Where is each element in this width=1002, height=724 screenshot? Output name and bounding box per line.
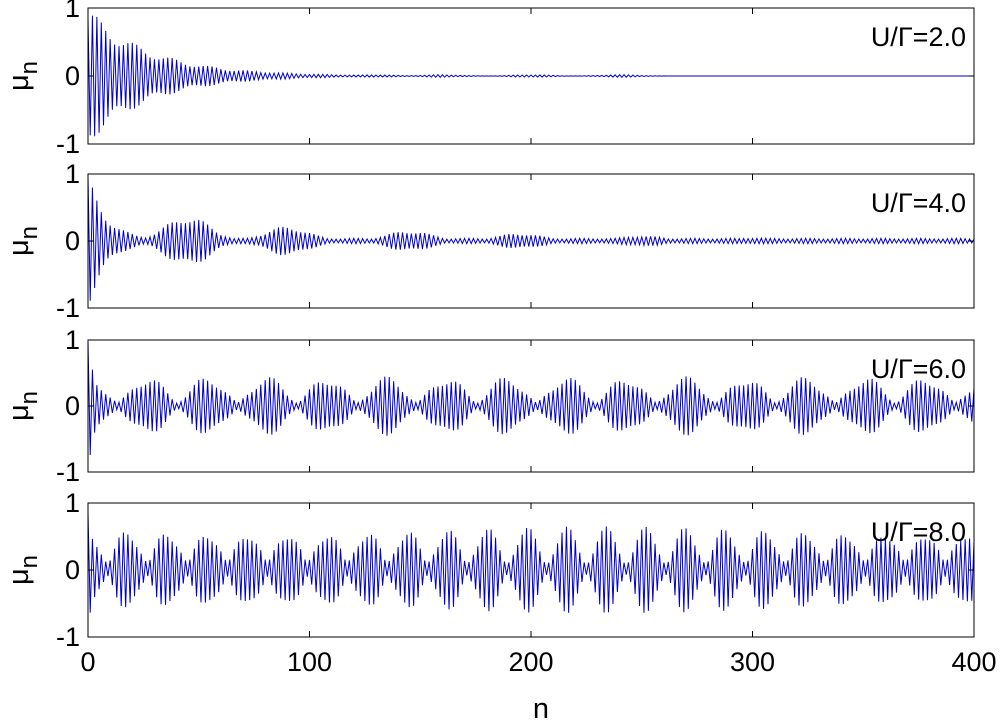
panel-annotation: U/Γ=2.0 — [871, 22, 966, 52]
y-axis-label: μn — [3, 61, 43, 91]
panel-annotation: U/Γ=6.0 — [871, 354, 966, 384]
axes-frame — [87, 339, 975, 473]
series-line — [88, 511, 974, 613]
y-tick-label: 0 — [65, 391, 80, 421]
x-tick-label: 100 — [287, 647, 332, 677]
y-axis-label-subscript: n — [16, 555, 43, 568]
y-tick-label: 1 — [65, 0, 80, 23]
y-axis-label-symbol: μ — [3, 404, 35, 421]
x-tick-label: 0 — [80, 647, 95, 677]
y-tick-label: 0 — [65, 61, 80, 91]
series-line — [88, 175, 974, 301]
panel-annotation: U/Γ=4.0 — [871, 188, 966, 218]
y-axis-label-symbol: μ — [3, 74, 35, 91]
panel-2: -1 0 1 μn U/Γ=4.0 — [3, 159, 975, 323]
y-axis-label-subscript: n — [16, 226, 43, 239]
axes-frame — [87, 502, 975, 638]
y-tick-label: 1 — [65, 325, 80, 355]
x-tick-label: 200 — [508, 647, 553, 677]
panel-1: -1 0 1 μn U/Γ=2.0 — [3, 0, 975, 159]
y-axis-label: μn — [3, 226, 43, 256]
y-tick-label: -1 — [56, 293, 80, 323]
y-axis-label-subscript: n — [16, 391, 43, 404]
y-axis-label-subscript: n — [16, 61, 43, 74]
panel-3: -1 0 1 μn U/Γ=6.0 — [3, 325, 975, 487]
y-axis-label-symbol: μ — [3, 239, 35, 256]
y-axis-label: μn — [3, 555, 43, 585]
y-tick-label: -1 — [56, 457, 80, 487]
y-tick-label: 0 — [65, 226, 80, 256]
axes-frame — [87, 173, 975, 309]
y-tick-label: -1 — [56, 622, 80, 652]
series-line — [88, 340, 974, 456]
x-tick-label: 400 — [951, 647, 996, 677]
x-axis-label: n — [533, 693, 549, 724]
y-axis-label: μn — [3, 391, 43, 421]
y-tick-label: 1 — [65, 488, 80, 518]
x-tick-label: 300 — [730, 647, 775, 677]
y-tick-label: -1 — [56, 129, 80, 159]
y-tick-label: 0 — [65, 555, 80, 585]
y-axis-label-symbol: μ — [3, 568, 35, 585]
panel-annotation: U/Γ=8.0 — [871, 517, 966, 547]
y-tick-label: 1 — [65, 159, 80, 189]
series-line — [88, 15, 974, 137]
